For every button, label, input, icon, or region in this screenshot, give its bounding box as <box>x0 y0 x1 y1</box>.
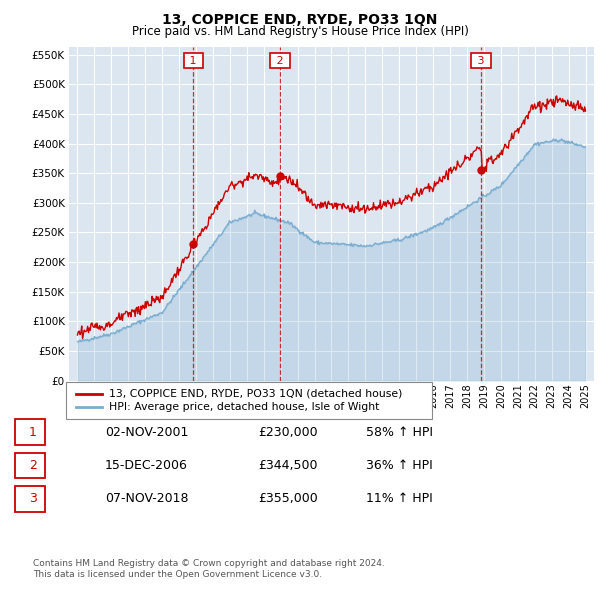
Text: Contains HM Land Registry data © Crown copyright and database right 2024.: Contains HM Land Registry data © Crown c… <box>33 559 385 568</box>
Text: HPI: Average price, detached house, Isle of Wight: HPI: Average price, detached house, Isle… <box>109 402 380 412</box>
Text: 3: 3 <box>474 55 488 65</box>
Text: 13, COPPICE END, RYDE, PO33 1QN: 13, COPPICE END, RYDE, PO33 1QN <box>163 13 437 27</box>
Text: This data is licensed under the Open Government Licence v3.0.: This data is licensed under the Open Gov… <box>33 571 322 579</box>
Text: 15-DEC-2006: 15-DEC-2006 <box>105 459 188 472</box>
Text: 13, COPPICE END, RYDE, PO33 1QN (detached house): 13, COPPICE END, RYDE, PO33 1QN (detache… <box>109 389 403 399</box>
Text: 2: 2 <box>29 459 37 472</box>
Text: Price paid vs. HM Land Registry's House Price Index (HPI): Price paid vs. HM Land Registry's House … <box>131 25 469 38</box>
Text: 02-NOV-2001: 02-NOV-2001 <box>105 426 188 439</box>
Text: 07-NOV-2018: 07-NOV-2018 <box>105 492 188 505</box>
Text: 1: 1 <box>29 426 37 439</box>
Text: 36% ↑ HPI: 36% ↑ HPI <box>366 459 433 472</box>
Text: £230,000: £230,000 <box>258 426 317 439</box>
Text: 2: 2 <box>273 55 287 65</box>
Text: 1: 1 <box>187 55 200 65</box>
Text: £355,000: £355,000 <box>258 492 318 505</box>
Text: 58% ↑ HPI: 58% ↑ HPI <box>366 426 433 439</box>
Text: 3: 3 <box>29 492 37 505</box>
Text: £344,500: £344,500 <box>258 459 317 472</box>
Text: 11% ↑ HPI: 11% ↑ HPI <box>366 492 433 505</box>
